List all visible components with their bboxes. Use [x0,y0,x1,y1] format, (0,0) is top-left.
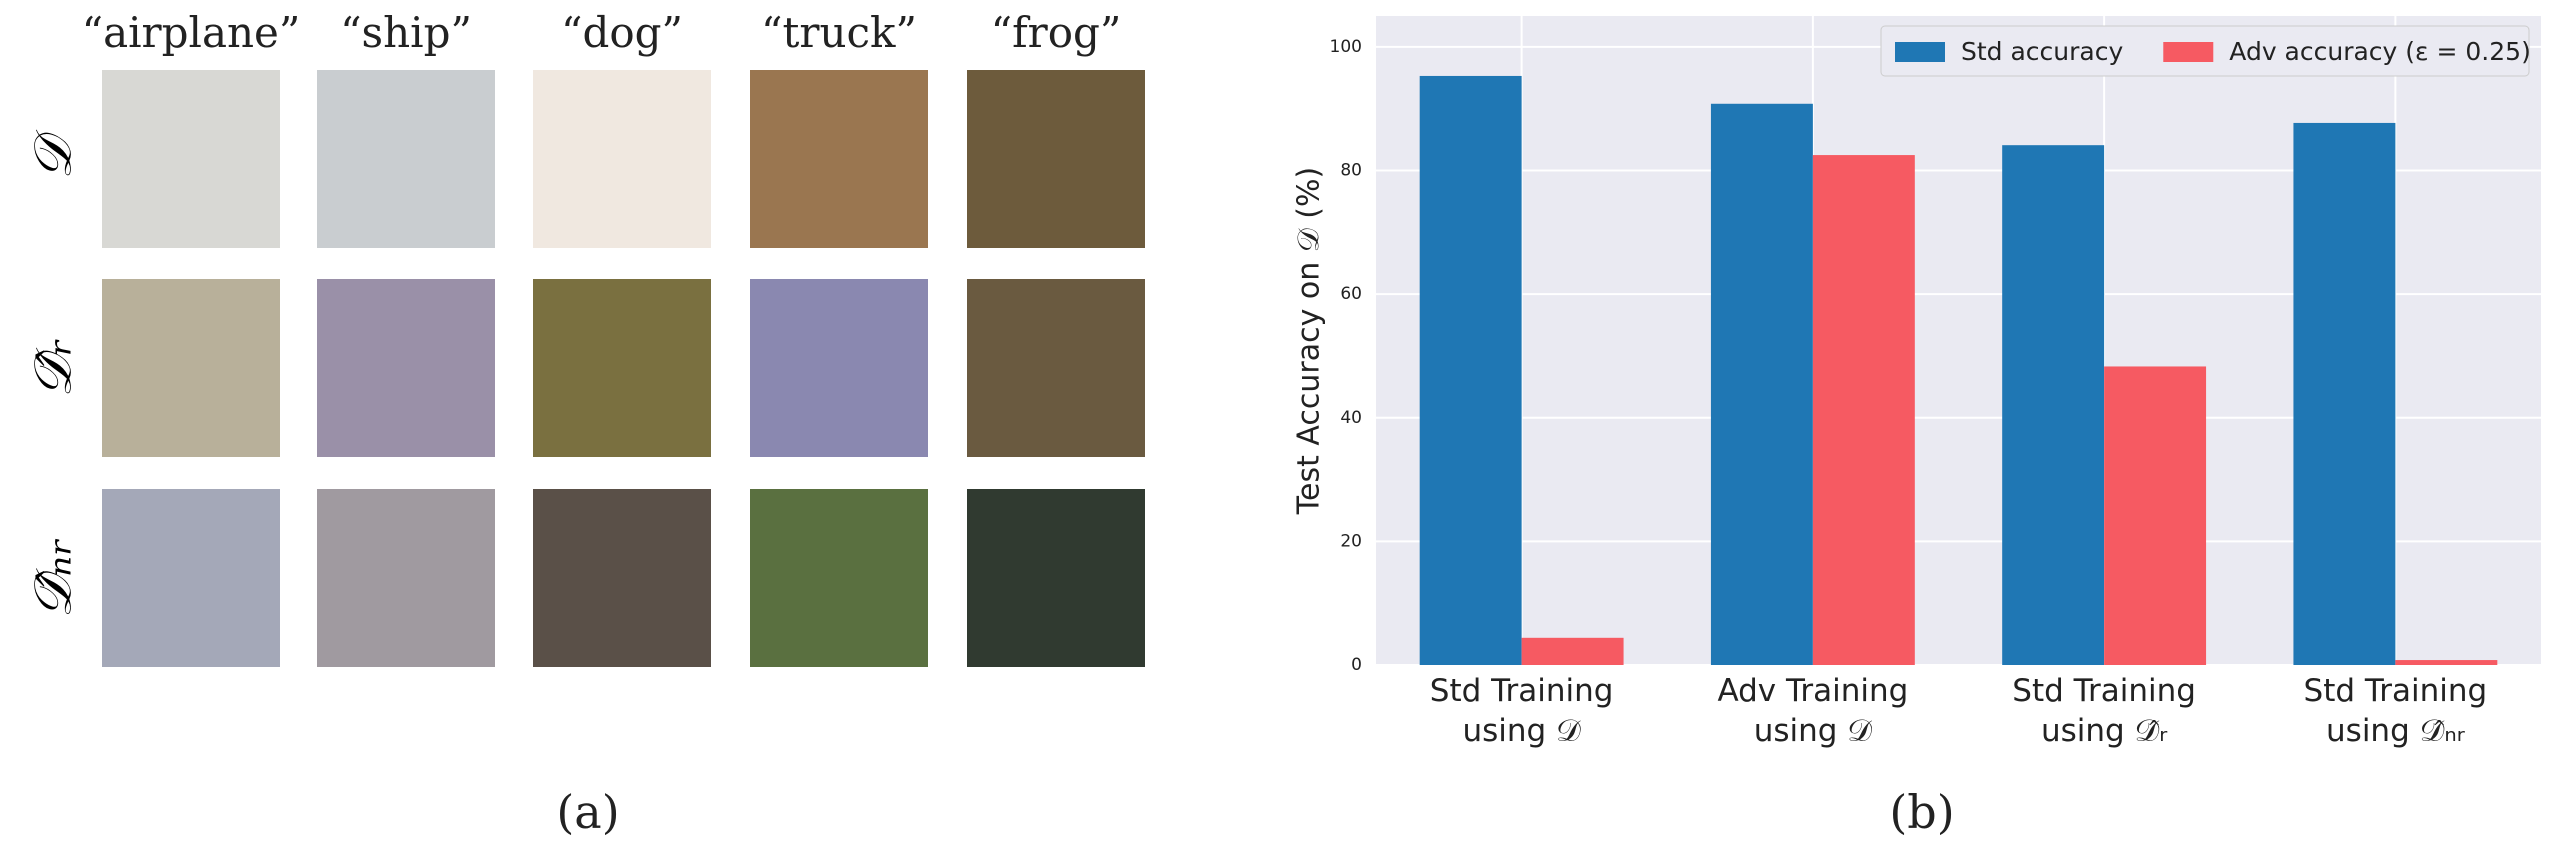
row-label: 𝒟 [24,130,84,180]
sample-image [750,70,928,248]
bar [1419,75,1522,665]
bar [1521,637,1624,665]
bar [2002,145,2105,666]
y-axis-label: Test Accuracy on 𝒟 (%) [1292,167,1327,515]
column-label: “dog” [560,8,683,57]
y-tick-label: 100 [1330,37,1362,57]
bar [1812,155,1915,666]
row-label: 𝒟̂ᵣ [24,338,84,398]
sample-image [533,70,711,248]
sample-image [317,70,495,248]
x-tick-label: Std Training using 𝒟 [1429,673,1614,749]
bar [2104,366,2207,665]
caption: (b) [1889,785,1955,839]
legend-label: Adv accuracy (ε = 0.25) [2229,37,2531,66]
column-label: “ship” [340,8,472,57]
bar [2293,122,2396,665]
y-tick-label: 0 [1351,655,1362,675]
y-tick-label: 60 [1340,284,1362,304]
x-tick-label: Std Training using 𝒟̂ᵣ [2012,673,2196,749]
sample-image [967,70,1145,248]
sample-image [533,489,711,667]
column-label: “truck” [761,8,917,57]
column-label: “frog” [990,8,1122,57]
bar [2395,660,2498,665]
sample-image [317,279,495,457]
legend-swatch [1895,42,1945,62]
x-tick-label: Adv Training using 𝒟 [1717,673,1909,749]
sample-image [317,489,495,667]
y-tick-label: 40 [1340,408,1362,428]
sample-image [533,279,711,457]
y-tick-label: 20 [1340,531,1362,551]
row-label: 𝒟̂ₙᵣ [24,538,84,619]
sample-image [750,279,928,457]
sample-image [102,70,280,248]
caption: (a) [556,785,620,839]
sample-image [750,489,928,667]
bar [1710,103,1813,665]
sample-image [102,489,280,667]
sample-image [967,279,1145,457]
sample-image [967,489,1145,667]
y-tick-label: 80 [1340,161,1362,181]
x-tick-label: Std Training using 𝒟̂ₙᵣ [2303,673,2488,749]
column-label: “airplane” [81,8,301,57]
legend-label: Std accuracy [1961,37,2123,66]
legend-swatch [2163,42,2214,62]
sample-image [102,279,280,457]
